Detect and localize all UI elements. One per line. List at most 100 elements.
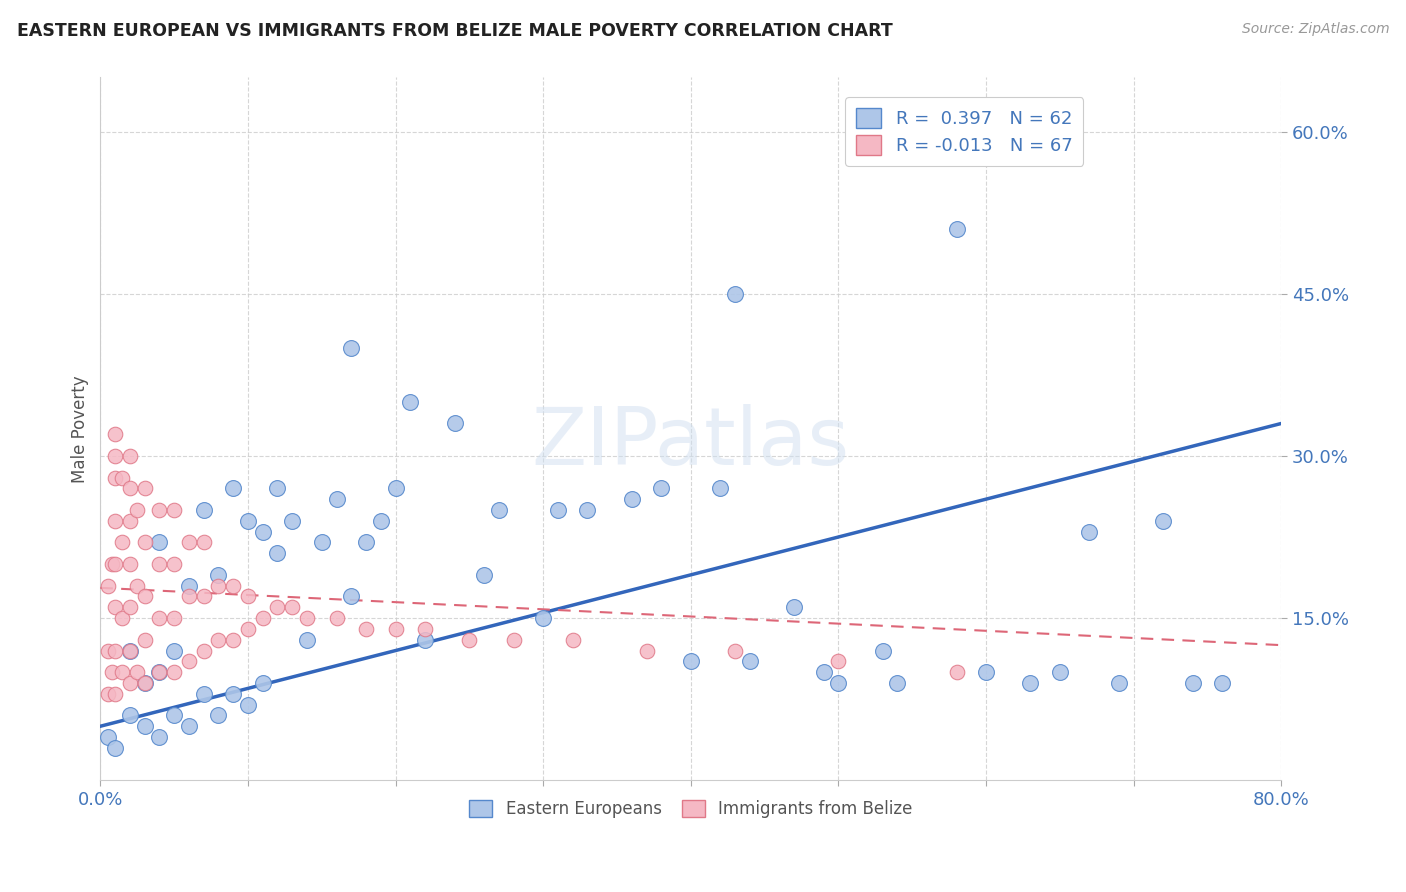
- Point: [163, 503, 186, 517]
- Point: [118, 557, 141, 571]
- Point: [177, 579, 200, 593]
- Point: [709, 481, 731, 495]
- Point: [118, 600, 141, 615]
- Point: [193, 590, 215, 604]
- Text: EASTERN EUROPEAN VS IMMIGRANTS FROM BELIZE MALE POVERTY CORRELATION CHART: EASTERN EUROPEAN VS IMMIGRANTS FROM BELI…: [17, 22, 893, 40]
- Point: [104, 557, 127, 571]
- Point: [236, 514, 259, 528]
- Point: [177, 590, 200, 604]
- Point: [111, 665, 134, 680]
- Point: [177, 654, 200, 668]
- Point: [111, 611, 134, 625]
- Point: [104, 687, 127, 701]
- Point: [561, 632, 583, 647]
- Point: [1152, 514, 1174, 528]
- Point: [104, 449, 127, 463]
- Point: [118, 481, 141, 495]
- Point: [252, 524, 274, 539]
- Point: [193, 535, 215, 549]
- Point: [222, 632, 245, 647]
- Point: [281, 600, 304, 615]
- Point: [207, 708, 229, 723]
- Point: [370, 514, 392, 528]
- Point: [827, 654, 849, 668]
- Point: [222, 579, 245, 593]
- Point: [384, 481, 406, 495]
- Point: [148, 665, 170, 680]
- Point: [118, 643, 141, 657]
- Point: [340, 341, 363, 355]
- Point: [252, 611, 274, 625]
- Point: [193, 503, 215, 517]
- Point: [1108, 676, 1130, 690]
- Point: [118, 643, 141, 657]
- Point: [134, 676, 156, 690]
- Point: [236, 622, 259, 636]
- Point: [207, 579, 229, 593]
- Point: [945, 665, 967, 680]
- Point: [148, 535, 170, 549]
- Point: [104, 427, 127, 442]
- Point: [134, 535, 156, 549]
- Point: [945, 222, 967, 236]
- Point: [163, 557, 186, 571]
- Point: [413, 632, 436, 647]
- Point: [1181, 676, 1204, 690]
- Point: [127, 665, 149, 680]
- Point: [295, 632, 318, 647]
- Point: [148, 503, 170, 517]
- Point: [177, 535, 200, 549]
- Point: [127, 503, 149, 517]
- Point: [783, 600, 806, 615]
- Point: [724, 286, 747, 301]
- Point: [636, 643, 658, 657]
- Point: [104, 643, 127, 657]
- Point: [163, 665, 186, 680]
- Point: [118, 514, 141, 528]
- Point: [1078, 524, 1101, 539]
- Point: [193, 643, 215, 657]
- Point: [384, 622, 406, 636]
- Point: [148, 611, 170, 625]
- Y-axis label: Male Poverty: Male Poverty: [72, 375, 89, 483]
- Point: [340, 590, 363, 604]
- Point: [295, 611, 318, 625]
- Point: [813, 665, 835, 680]
- Point: [97, 730, 120, 744]
- Point: [724, 643, 747, 657]
- Point: [222, 687, 245, 701]
- Point: [650, 481, 672, 495]
- Point: [886, 676, 908, 690]
- Point: [679, 654, 702, 668]
- Point: [134, 676, 156, 690]
- Point: [97, 643, 120, 657]
- Point: [163, 643, 186, 657]
- Point: [1211, 676, 1233, 690]
- Point: [118, 676, 141, 690]
- Point: [193, 687, 215, 701]
- Point: [502, 632, 524, 647]
- Point: [222, 481, 245, 495]
- Point: [236, 698, 259, 712]
- Point: [472, 567, 495, 582]
- Point: [177, 719, 200, 733]
- Point: [97, 687, 120, 701]
- Point: [134, 481, 156, 495]
- Point: [354, 622, 377, 636]
- Point: [118, 708, 141, 723]
- Point: [163, 611, 186, 625]
- Point: [827, 676, 849, 690]
- Point: [547, 503, 569, 517]
- Point: [111, 470, 134, 484]
- Point: [531, 611, 554, 625]
- Point: [458, 632, 481, 647]
- Point: [311, 535, 333, 549]
- Point: [281, 514, 304, 528]
- Point: [1019, 676, 1042, 690]
- Point: [111, 535, 134, 549]
- Point: [207, 632, 229, 647]
- Point: [104, 514, 127, 528]
- Point: [872, 643, 894, 657]
- Text: ZIPatlas: ZIPatlas: [531, 404, 849, 482]
- Point: [266, 481, 288, 495]
